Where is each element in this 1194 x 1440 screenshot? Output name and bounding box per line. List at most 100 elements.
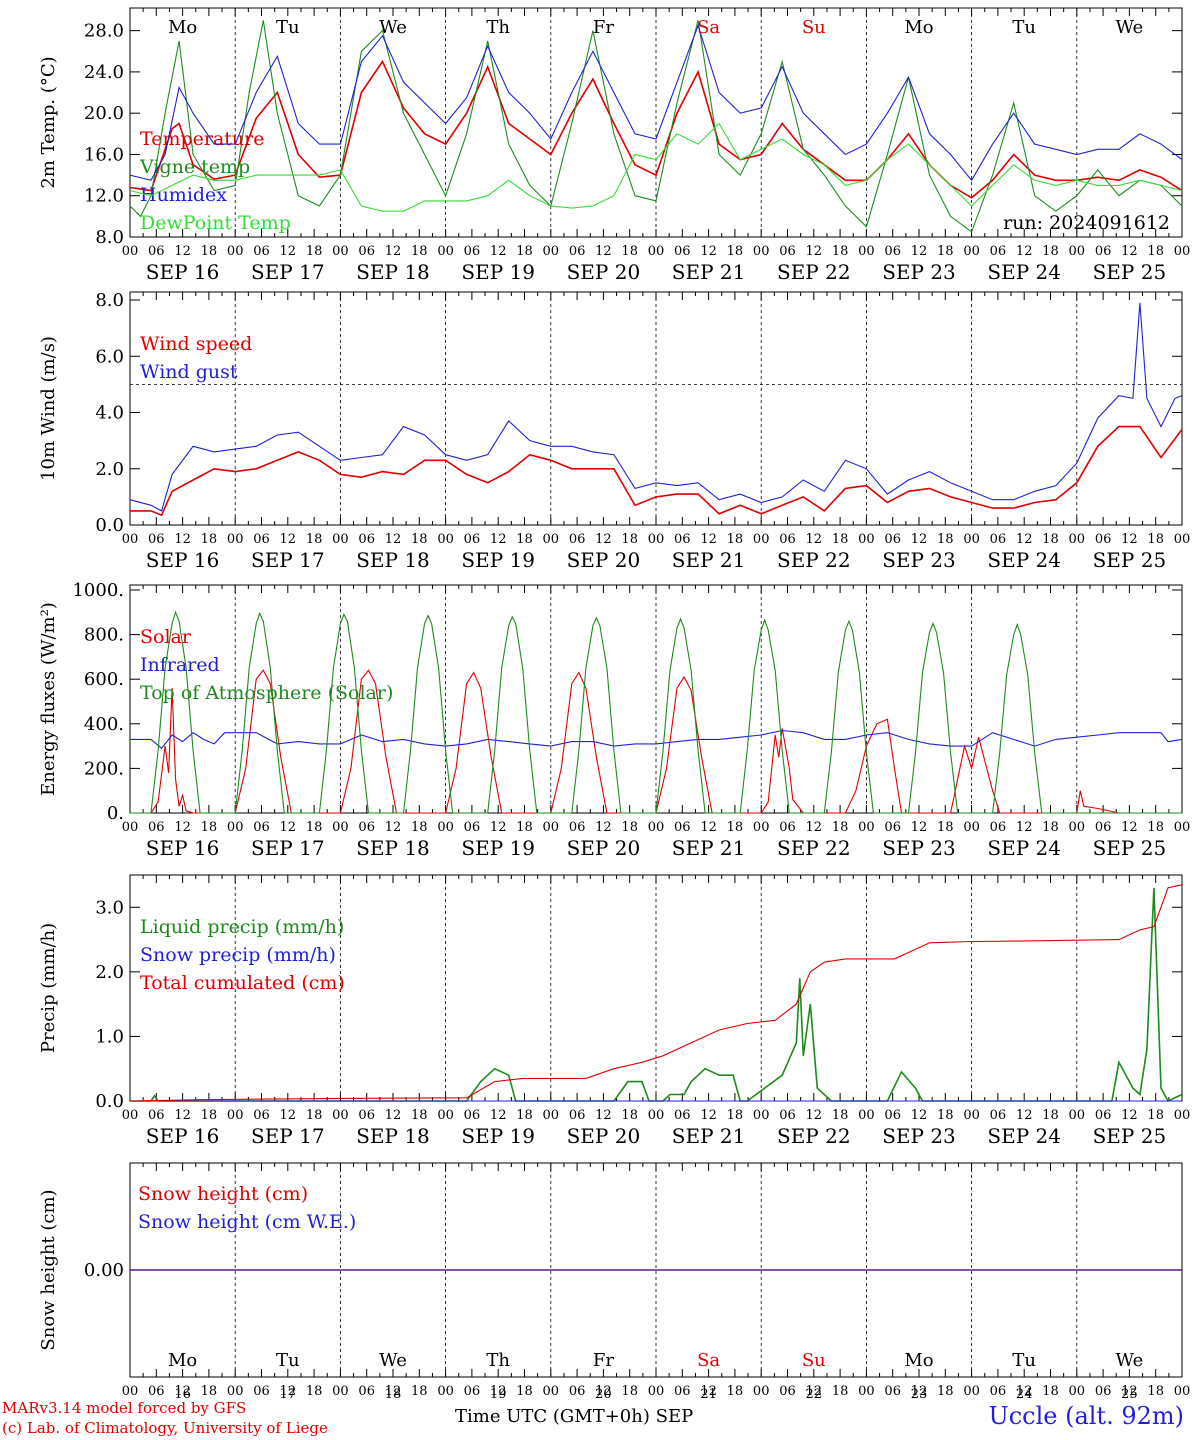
hour-label: 00 [963, 1384, 980, 1399]
hour-label: 12 [700, 532, 717, 547]
hour-label: 12 [806, 820, 823, 835]
y-tick-label: 8.0 [95, 227, 124, 248]
hour-label: 18 [727, 820, 744, 835]
hour-label: 12 [1121, 244, 1138, 259]
hour-label: 12 [174, 1108, 191, 1123]
date-label: SEP 22 [777, 260, 851, 284]
y-tick-label: 2.0 [95, 962, 124, 983]
weekday-label: We [1116, 1350, 1144, 1371]
hour-label: 12 [911, 244, 928, 259]
hour-label: 18 [516, 244, 533, 259]
hour-label: 18 [306, 1108, 323, 1123]
date-label: SEP 23 [882, 260, 956, 284]
hour-label: 00 [753, 820, 770, 835]
y-axis-label: Precip (mm/h) [38, 923, 59, 1053]
credit-line-model: MARv3.14 model forced by GFS [2, 1399, 247, 1417]
hour-label: 18 [832, 1384, 849, 1399]
y-tick-label: 600. [84, 669, 124, 690]
hour-label: 00 [332, 532, 349, 547]
hour-label: 00 [1069, 820, 1086, 835]
hour-label: 00 [437, 532, 454, 547]
hour-label: 00 [1069, 532, 1086, 547]
hour-label: 06 [884, 1108, 901, 1123]
hour-label: 06 [674, 244, 691, 259]
date-label: SEP 24 [987, 1124, 1061, 1148]
hour-label: 00 [1174, 1384, 1191, 1399]
hour-label: 06 [674, 1384, 691, 1399]
hour-label: 18 [832, 532, 849, 547]
date-label: SEP 16 [146, 1124, 220, 1148]
legend-entry: Infrared [140, 654, 220, 676]
hour-label: 12 [1121, 532, 1138, 547]
hour-label: 00 [858, 244, 875, 259]
hour-label: 06 [148, 244, 165, 259]
date-label: SEP 17 [251, 1124, 325, 1148]
date-label: SEP 25 [1093, 836, 1167, 860]
hour-label: 00 [437, 1108, 454, 1123]
date-label: SEP 24 [987, 260, 1061, 284]
hour-label: 18 [937, 1384, 954, 1399]
hour-label: 00 [122, 532, 139, 547]
hour-label: 18 [832, 244, 849, 259]
hour-label: 06 [253, 1108, 270, 1123]
hour-label: 12 [280, 1384, 297, 1399]
hour-label: 00 [332, 1108, 349, 1123]
hour-label: 06 [253, 532, 270, 547]
hour-label: 18 [1042, 1108, 1059, 1123]
date-label: SEP 18 [356, 1124, 430, 1148]
hour-label: 12 [385, 1108, 402, 1123]
date-label: SEP 25 [1093, 548, 1167, 572]
hour-label: 00 [1174, 820, 1191, 835]
hour-label: 06 [779, 532, 796, 547]
day-number-label: 20 [595, 1387, 612, 1402]
y-axis-label: 10m Wind (m/s) [38, 336, 59, 481]
weekday-label: Su [802, 17, 826, 38]
hour-label: 06 [569, 1108, 586, 1123]
y-tick-label: 8.0 [95, 290, 124, 311]
hour-label: 18 [937, 244, 954, 259]
hour-label: 18 [1042, 244, 1059, 259]
hour-label: 06 [1095, 820, 1112, 835]
y-tick-label: 1000. [72, 580, 124, 601]
date-label: SEP 20 [567, 836, 641, 860]
hour-label: 18 [411, 532, 428, 547]
y-tick-label: 0.00 [84, 1260, 124, 1281]
hour-label: 00 [753, 244, 770, 259]
hour-label: 12 [1016, 820, 1033, 835]
weekday-label: Mo [168, 17, 197, 38]
hour-label: 18 [621, 1384, 638, 1399]
hour-label: 06 [674, 1108, 691, 1123]
date-label: SEP 21 [672, 548, 746, 572]
hour-label: 12 [806, 532, 823, 547]
hour-label: 00 [963, 1108, 980, 1123]
series-line [129, 59, 1183, 199]
hour-label: 12 [700, 820, 717, 835]
hour-label: 12 [1121, 820, 1138, 835]
series-line [130, 729, 1183, 750]
hour-label: 18 [516, 1108, 533, 1123]
hour-label: 06 [148, 532, 165, 547]
legend-entry: Temperature [140, 128, 264, 150]
hour-label: 06 [990, 820, 1007, 835]
hour-label: 00 [753, 1108, 770, 1123]
date-label: SEP 19 [461, 548, 535, 572]
hour-label: 18 [306, 244, 323, 259]
series-line [129, 20, 1183, 233]
date-label: SEP 20 [567, 548, 641, 572]
hour-label: 06 [253, 244, 270, 259]
hour-label: 06 [358, 244, 375, 259]
date-label: SEP 19 [461, 260, 535, 284]
hour-label: 06 [990, 532, 1007, 547]
weekday-label: Tu [276, 17, 300, 38]
time-axis-month: SEP [655, 1406, 694, 1427]
hour-label: 12 [174, 244, 191, 259]
y-tick-label: 6.0 [95, 346, 124, 367]
hour-label: 00 [122, 1384, 139, 1399]
hour-label: 06 [884, 820, 901, 835]
hour-label: 18 [201, 1384, 218, 1399]
y-tick-label: 1.0 [95, 1026, 124, 1047]
hour-label: 12 [911, 1108, 928, 1123]
hour-label: 06 [464, 820, 481, 835]
date-label: SEP 21 [672, 836, 746, 860]
